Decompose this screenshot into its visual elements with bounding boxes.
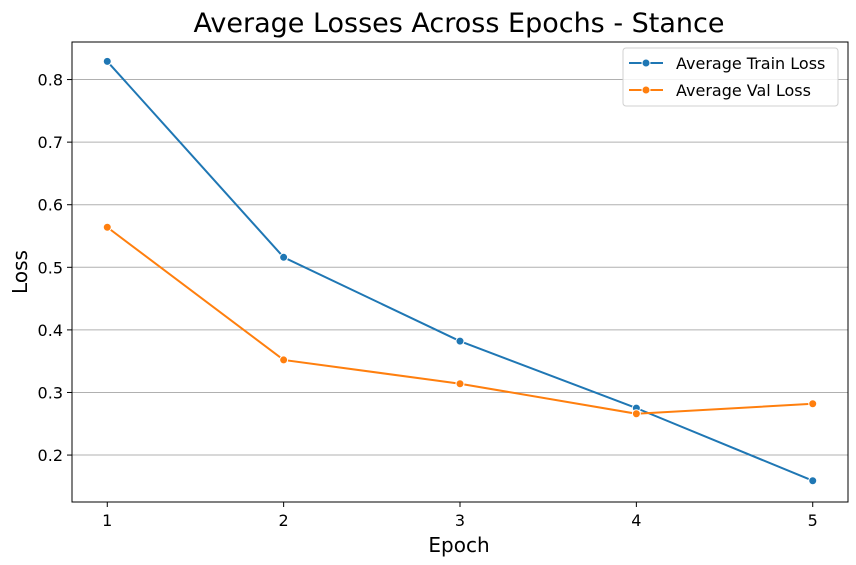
- chart-title: Average Losses Across Epochs - Stance: [193, 8, 724, 39]
- x-tick-label: 1: [102, 511, 112, 530]
- legend-item: Average Val Loss: [629, 81, 811, 100]
- data-point: [102, 222, 112, 232]
- y-tick-label: 0.4: [38, 321, 63, 340]
- data-point: [808, 399, 818, 409]
- y-tick-label: 0.2: [38, 446, 63, 465]
- data-point: [631, 409, 641, 419]
- y-tick-label: 0.6: [38, 196, 63, 215]
- x-tick-label: 4: [631, 511, 641, 530]
- legend: Average Train Loss Average Val Loss: [622, 47, 839, 107]
- data-point: [455, 336, 465, 346]
- x-tick-label: 5: [808, 511, 818, 530]
- series-2: [102, 222, 818, 419]
- data-point: [808, 476, 818, 486]
- data-point: [279, 355, 289, 365]
- series-layer: [102, 56, 818, 486]
- legend-box: [622, 47, 839, 107]
- data-point: [455, 379, 465, 389]
- y-axis-label: Loss: [8, 250, 32, 294]
- legend-label: Average Train Loss: [676, 54, 825, 73]
- y-tick-label: 0.7: [38, 133, 63, 152]
- series-1: [102, 56, 818, 486]
- y-axis-ticks: 0.2 0.3 0.4 0.5 0.6 0.7 0.8: [38, 71, 72, 465]
- legend-marker: [641, 85, 651, 95]
- y-tick-label: 0.3: [38, 383, 63, 402]
- legend-marker: [641, 58, 651, 68]
- legend-item: Average Train Loss: [629, 54, 825, 73]
- x-tick-label: 2: [279, 511, 289, 530]
- x-axis-label: Epoch: [428, 533, 489, 557]
- x-tick-label: 3: [455, 511, 465, 530]
- y-tick-label: 0.8: [38, 71, 63, 90]
- y-tick-label: 0.5: [38, 258, 63, 277]
- data-point: [279, 252, 289, 262]
- x-axis-ticks: 1 2 3 4 5: [102, 502, 818, 530]
- data-point: [102, 56, 112, 66]
- legend-label: Average Val Loss: [676, 81, 811, 100]
